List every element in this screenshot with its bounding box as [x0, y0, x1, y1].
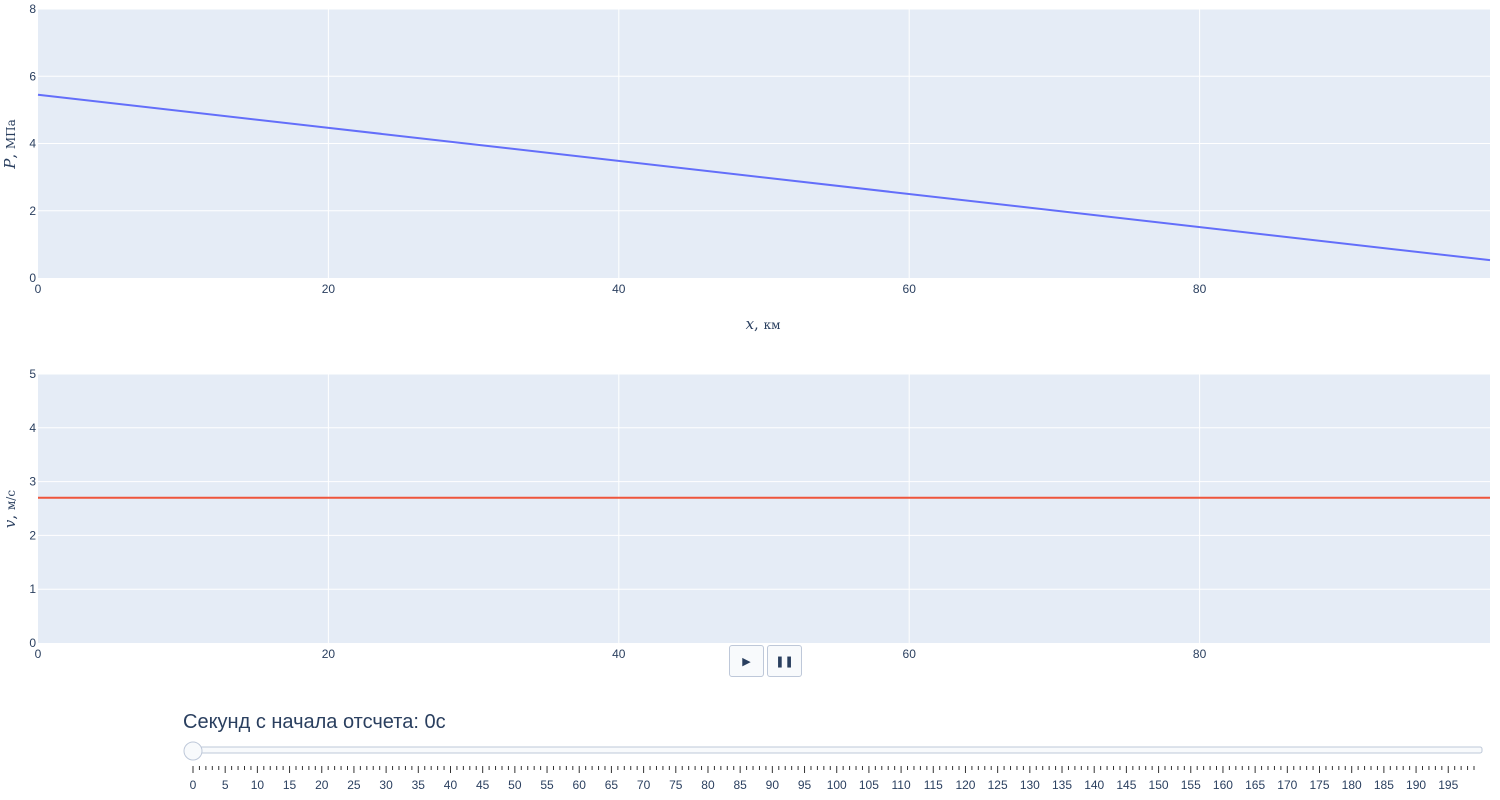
- slider-ticks: [192, 766, 1475, 773]
- velocity-plot: 0 20 40 60 80 0 1 2 3 4 5 v, м/с: [1, 367, 1490, 661]
- slider-tick-label[interactable]: 90: [766, 778, 780, 792]
- slider-tick-label[interactable]: 60: [573, 778, 587, 792]
- slider-tick-label[interactable]: 160: [1213, 778, 1233, 792]
- slider-tick-label[interactable]: 135: [1052, 778, 1072, 792]
- pressure-y-tick-label: 8: [29, 2, 36, 16]
- pressure-gridlines: [38, 8, 1490, 278]
- velocity-y-tick-label: 5: [29, 367, 36, 381]
- slider-tick-label[interactable]: 105: [859, 778, 879, 792]
- pressure-y-axis-title: P, МПа: [1, 119, 19, 170]
- slider-tick-label[interactable]: 190: [1406, 778, 1426, 792]
- velocity-x-tick-label: 60: [903, 647, 917, 661]
- slider-tick-label[interactable]: 40: [444, 778, 458, 792]
- velocity-y-axis-title: v, м/с: [1, 490, 19, 528]
- pressure-y-tick-labels: 0 2 4 6 8: [29, 2, 36, 285]
- slider-tick-label[interactable]: 55: [540, 778, 554, 792]
- slider-tick-label[interactable]: 180: [1342, 778, 1362, 792]
- pressure-x-tick-label: 20: [322, 282, 336, 296]
- slider-tick-label[interactable]: 95: [798, 778, 812, 792]
- slider-rail[interactable]: [189, 746, 1483, 754]
- velocity-y-tick-label: 0: [29, 636, 36, 650]
- play-button[interactable]: ▶: [729, 645, 764, 677]
- velocity-x-tick-label: 40: [612, 647, 626, 661]
- pressure-x-tick-label: 40: [612, 282, 626, 296]
- pressure-y-tick-label: 6: [29, 69, 36, 83]
- slider-tick-label[interactable]: 140: [1084, 778, 1104, 792]
- slider-tick-label[interactable]: 50: [508, 778, 522, 792]
- slider-tick-label[interactable]: 145: [1116, 778, 1136, 792]
- slider-tick-label[interactable]: 165: [1245, 778, 1265, 792]
- velocity-y-tick-labels: 0 1 2 3 4 5: [29, 367, 36, 650]
- pressure-y-tick-label: 4: [29, 137, 36, 151]
- slider-tick-label[interactable]: 170: [1277, 778, 1297, 792]
- pressure-plot: 0 20 40 60 80 0 2 4 6 8 x, км P, МПа: [1, 2, 1491, 333]
- slider-label-prefix: Секунд с начала отсчета:: [183, 711, 425, 733]
- pressure-x-tick-labels: 0 20 40 60 80: [35, 282, 1207, 296]
- slider-tick-label[interactable]: 75: [669, 778, 683, 792]
- slider-tick-label[interactable]: 45: [476, 778, 490, 792]
- pressure-x-axis-title: x, км: [746, 315, 781, 333]
- velocity-x-tick-label: 0: [35, 647, 42, 661]
- slider-tick-label[interactable]: 80: [701, 778, 715, 792]
- time-slider: 0 5 10 15 20 25 30 35 40 45 50 55 60 65 70 75 80 85 90 95 10…: [183, 741, 1483, 792]
- velocity-y-tick-label: 2: [29, 528, 36, 542]
- slider-tick-label[interactable]: 175: [1309, 778, 1329, 792]
- pressure-series: [37, 93, 1491, 262]
- slider-tick-label[interactable]: 100: [827, 778, 847, 792]
- slider-tick-label[interactable]: 20: [315, 778, 329, 792]
- slider-tick-label[interactable]: 120: [955, 778, 975, 792]
- pause-button[interactable]: ❚❚: [767, 645, 802, 677]
- pressure-x-tick-label: 80: [1193, 282, 1207, 296]
- velocity-x-tick-label: 80: [1193, 647, 1207, 661]
- velocity-y-tick-label: 3: [29, 475, 36, 489]
- slider-tick-label[interactable]: 35: [412, 778, 426, 792]
- slider-tick-label[interactable]: 25: [347, 778, 361, 792]
- slider-tick-label[interactable]: 10: [251, 778, 265, 792]
- play-icon: ▶: [742, 654, 751, 668]
- pressure-y-tick-label: 2: [29, 204, 36, 218]
- slider-tick-label[interactable]: 0: [190, 778, 197, 792]
- pressure-y-tick-label: 0: [29, 271, 36, 285]
- slider-tick-label[interactable]: 110: [892, 778, 911, 792]
- pressure-x-tick-label: 60: [903, 282, 917, 296]
- velocity-x-tick-label: 20: [322, 647, 336, 661]
- slider-tick-label[interactable]: 30: [379, 778, 393, 792]
- pause-icon: ❚❚: [775, 654, 794, 668]
- pressure-series-line[interactable]: [37, 93, 1491, 262]
- slider-tick-label[interactable]: 185: [1374, 778, 1394, 792]
- slider-current-value-label: Секунд с начала отсчета: 0с: [183, 711, 446, 734]
- slider-tick-label[interactable]: 5: [222, 778, 229, 792]
- velocity-y-tick-label: 4: [29, 421, 36, 435]
- slider-tick-label[interactable]: 150: [1149, 778, 1169, 792]
- slider-tick-label[interactable]: 70: [637, 778, 651, 792]
- slider-tick-label[interactable]: 125: [988, 778, 1008, 792]
- velocity-gridlines: [38, 373, 1490, 643]
- velocity-y-tick-label: 1: [29, 582, 36, 596]
- slider-label-suffix: с: [435, 711, 446, 733]
- slider-tick-label[interactable]: 65: [605, 778, 619, 792]
- slider-tick-label[interactable]: 115: [924, 778, 943, 792]
- velocity-plot-area[interactable]: [38, 374, 1490, 643]
- slider-tick-label[interactable]: 155: [1181, 778, 1201, 792]
- pressure-x-tick-label: 0: [35, 282, 42, 296]
- slider-tick-label[interactable]: 130: [1020, 778, 1040, 792]
- slider-tick-labels: 0 5 10 15 20 25 30 35 40 45 50 55 60 65 70 75 80 85 90 95 10…: [190, 778, 1459, 792]
- slider-handle[interactable]: [183, 741, 203, 761]
- slider-tick-label[interactable]: 85: [733, 778, 747, 792]
- slider-label-value: 0: [424, 711, 436, 733]
- slider-tick-label[interactable]: 195: [1438, 778, 1458, 792]
- velocity-x-tick-labels: 0 20 40 60 80: [35, 647, 1207, 661]
- slider-tick-label[interactable]: 15: [283, 778, 297, 792]
